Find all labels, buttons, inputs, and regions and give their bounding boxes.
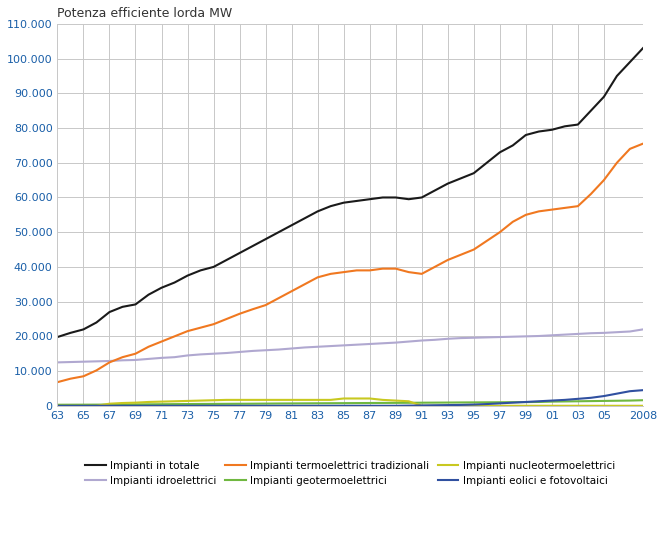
Text: Potenza efficiente lorda MW: Potenza efficiente lorda MW [57, 7, 232, 20]
Legend: Impianti in totale, Impianti idroelettrici, Impianti termoelettrici tradizionali: Impianti in totale, Impianti idroelettri… [86, 460, 615, 486]
